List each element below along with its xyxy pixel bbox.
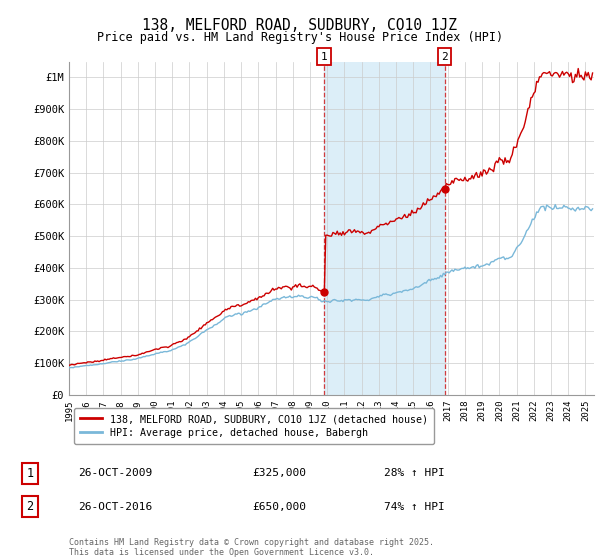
Text: 2: 2 (26, 500, 34, 514)
Text: 138, MELFORD ROAD, SUDBURY, CO10 1JZ: 138, MELFORD ROAD, SUDBURY, CO10 1JZ (143, 18, 458, 33)
Text: £325,000: £325,000 (252, 468, 306, 478)
Text: 1: 1 (321, 52, 328, 62)
Text: 28% ↑ HPI: 28% ↑ HPI (384, 468, 445, 478)
Legend: 138, MELFORD ROAD, SUDBURY, CO10 1JZ (detached house), HPI: Average price, detac: 138, MELFORD ROAD, SUDBURY, CO10 1JZ (de… (74, 408, 434, 444)
Bar (324, 62, 445, 395)
Text: 26-OCT-2016: 26-OCT-2016 (78, 502, 152, 512)
Text: 1: 1 (26, 466, 34, 480)
Text: Price paid vs. HM Land Registry's House Price Index (HPI): Price paid vs. HM Land Registry's House … (97, 31, 503, 44)
Text: £650,000: £650,000 (252, 502, 306, 512)
Text: 2: 2 (441, 52, 448, 62)
Text: 74% ↑ HPI: 74% ↑ HPI (384, 502, 445, 512)
Text: Contains HM Land Registry data © Crown copyright and database right 2025.
This d: Contains HM Land Registry data © Crown c… (69, 538, 434, 557)
Text: 26-OCT-2009: 26-OCT-2009 (78, 468, 152, 478)
